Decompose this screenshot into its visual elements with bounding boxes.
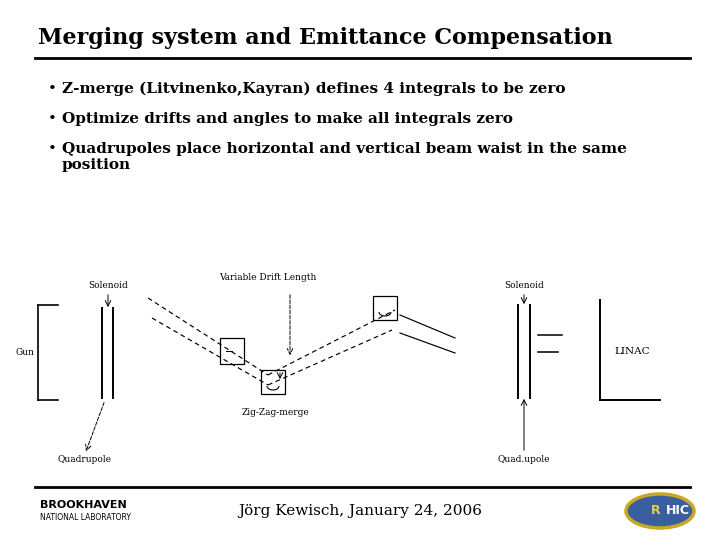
Text: Quadrupoles place horizontal and vertical beam waist in the same: Quadrupoles place horizontal and vertica… [62,142,627,156]
Text: Optimize drifts and angles to make all integrals zero: Optimize drifts and angles to make all i… [62,112,513,126]
Text: •: • [48,82,57,96]
Text: Quad.upole: Quad.upole [498,455,550,464]
Bar [261,370,285,394]
Text: Gun: Gun [15,348,34,357]
Text: HIC: HIC [666,504,690,517]
Text: BROOKHAVEN: BROOKHAVEN [40,500,127,510]
Bar [373,296,397,320]
Text: NATIONAL LABORATORY: NATIONAL LABORATORY [40,513,131,522]
Text: Z-merge (Litvinenko,Kayran) defines 4 integrals to be zero: Z-merge (Litvinenko,Kayran) defines 4 in… [62,82,565,97]
Text: Quadrupole: Quadrupole [58,455,112,464]
Text: R: R [651,504,661,517]
Bar [220,338,244,364]
Text: LINAC: LINAC [614,348,650,356]
Text: Variable Drift Length: Variable Drift Length [220,273,317,282]
Text: •: • [48,142,57,156]
Text: position: position [62,158,131,172]
Text: Solenoid: Solenoid [504,281,544,290]
Text: Solenoid: Solenoid [88,281,128,290]
Text: Jörg Kewisch, January 24, 2006: Jörg Kewisch, January 24, 2006 [238,504,482,518]
Text: Merging system and Emittance Compensation: Merging system and Emittance Compensatio… [38,27,613,49]
Text: Zig-Zag-merge: Zig-Zag-merge [241,408,309,417]
Text: •: • [48,112,57,126]
Ellipse shape [626,494,694,528]
